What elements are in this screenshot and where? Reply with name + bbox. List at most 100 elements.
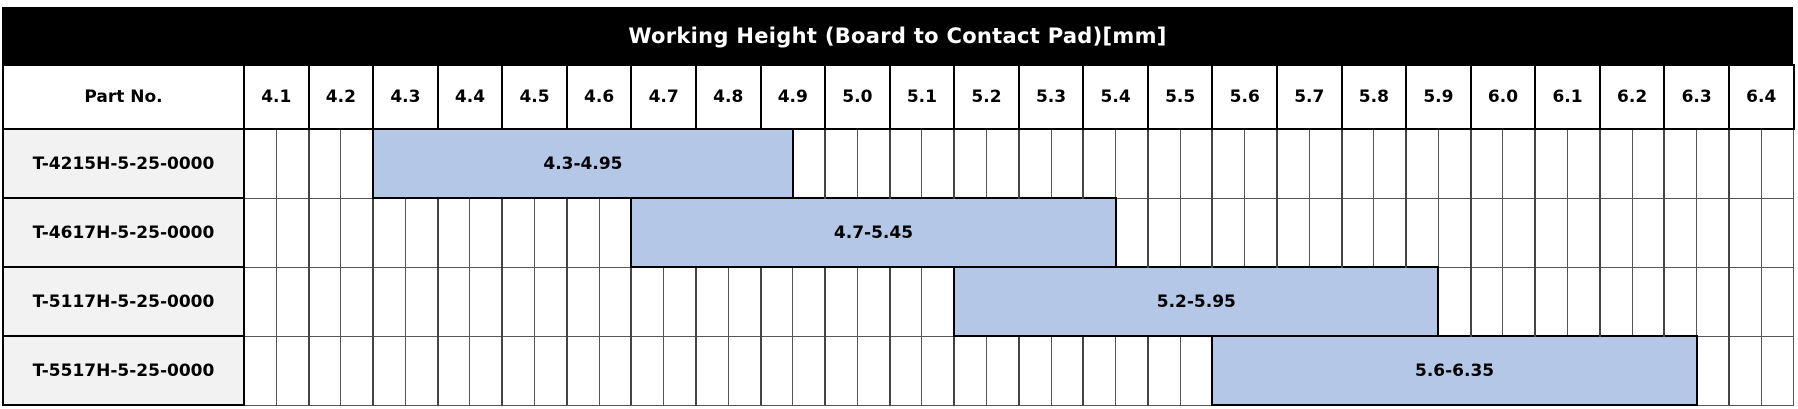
grid-cell bbox=[501, 197, 536, 268]
grid-cell bbox=[759, 266, 794, 337]
grid-cell bbox=[1502, 266, 1536, 337]
part-number: T-4215H-5-25-0000 bbox=[2, 128, 245, 199]
grid-cell bbox=[727, 266, 762, 337]
grid-cell bbox=[985, 128, 1020, 199]
grid-cell bbox=[307, 266, 342, 337]
grid-cell bbox=[921, 335, 955, 406]
grid-cell bbox=[307, 197, 342, 268]
grid-cell bbox=[1631, 128, 1665, 199]
grid-cell bbox=[340, 128, 374, 199]
grid-cell bbox=[1179, 335, 1213, 406]
grid-cell bbox=[1437, 266, 1472, 337]
grid-cell bbox=[792, 335, 826, 406]
grid-cell bbox=[1115, 197, 1149, 268]
grid-cell bbox=[1598, 197, 1633, 268]
height-column-header: 5.2 bbox=[953, 64, 1020, 130]
working-height-table: Working Height (Board to Contact Pad)[mm… bbox=[2, 7, 1795, 406]
grid-cell bbox=[1211, 128, 1246, 199]
grid-cell bbox=[1567, 197, 1601, 268]
grid-cell bbox=[1631, 266, 1665, 337]
grid-cell bbox=[921, 128, 955, 199]
grid-cell bbox=[469, 335, 503, 406]
grid-cell bbox=[1146, 335, 1181, 406]
grid-cell bbox=[953, 128, 987, 199]
grid-cell bbox=[921, 266, 955, 337]
height-column-header: 4.8 bbox=[694, 64, 762, 130]
grid-cell bbox=[1696, 128, 1730, 199]
grid-cell bbox=[340, 335, 374, 406]
grid-cell bbox=[1308, 197, 1343, 268]
table-title: Working Height (Board to Contact Pad)[mm… bbox=[2, 7, 1793, 64]
height-column-header: 4.5 bbox=[501, 64, 568, 130]
grid-cell bbox=[372, 335, 406, 406]
height-column-header: 5.4 bbox=[1082, 64, 1149, 130]
height-column-header: 5.9 bbox=[1405, 64, 1472, 130]
table-row: T-4617H-5-25-0000 4.7-5.45 bbox=[2, 197, 1795, 268]
grid-cell bbox=[1567, 266, 1601, 337]
grid-cell bbox=[372, 197, 406, 268]
grid-cell bbox=[1598, 266, 1633, 337]
grid-cell bbox=[1437, 128, 1472, 199]
grid-cell bbox=[501, 335, 536, 406]
height-column-header: 6.1 bbox=[1534, 64, 1601, 130]
grid-cell bbox=[888, 128, 923, 199]
grid-cell bbox=[1115, 335, 1149, 406]
grid-cell bbox=[1696, 266, 1730, 337]
grid-cell bbox=[1308, 128, 1343, 199]
grid-cell bbox=[1760, 335, 1795, 406]
grid-cell bbox=[340, 266, 374, 337]
grid-cell bbox=[1534, 128, 1569, 199]
height-column-header: 5.6 bbox=[1211, 64, 1278, 130]
grid-cell bbox=[307, 128, 342, 199]
grid-cell bbox=[469, 266, 503, 337]
grid-cell bbox=[565, 266, 600, 337]
grid-cell bbox=[663, 335, 697, 406]
grid-cell bbox=[1340, 128, 1375, 199]
grid-cell bbox=[275, 266, 310, 337]
part-no-header: Part No. bbox=[2, 64, 245, 130]
height-column-header: 6.3 bbox=[1663, 64, 1730, 130]
table-row: T-5517H-5-25-0000 5.6-6.35 bbox=[2, 335, 1795, 406]
grid-cell bbox=[242, 266, 277, 337]
grid-cell bbox=[1727, 266, 1762, 337]
grid-cell bbox=[1275, 128, 1310, 199]
grid-cell bbox=[307, 335, 342, 406]
height-column-header: 5.8 bbox=[1340, 64, 1408, 130]
grid-cell bbox=[792, 266, 826, 337]
grid-cell bbox=[856, 128, 891, 199]
table-row: T-5117H-5-25-0000 5.2-5.95 bbox=[2, 266, 1795, 337]
height-column-header: 6.0 bbox=[1469, 64, 1537, 130]
part-number: T-4617H-5-25-0000 bbox=[2, 197, 245, 268]
grid-cell bbox=[1727, 197, 1762, 268]
grid-cell bbox=[436, 266, 471, 337]
grid-cell bbox=[1760, 128, 1795, 199]
grid-cell bbox=[1211, 197, 1246, 268]
range-grid: Part No. 4.1 4.2 4.3 4.4 4.5 4.6 4.7 4.8 4.9 5.0 5.… bbox=[2, 64, 1795, 406]
grid-cell bbox=[1017, 128, 1052, 199]
grid-cell bbox=[824, 266, 858, 337]
grid-cell bbox=[727, 335, 762, 406]
grid-cell bbox=[663, 266, 697, 337]
grid-cell bbox=[469, 197, 503, 268]
grid-cell bbox=[1146, 128, 1181, 199]
grid-cell bbox=[630, 266, 665, 337]
grid-cell bbox=[1146, 197, 1181, 268]
height-column-header: 4.3 bbox=[372, 64, 439, 130]
height-column-header: 5.7 bbox=[1276, 64, 1343, 130]
range-bar: 4.3-4.95 bbox=[372, 128, 794, 199]
height-column-header: 4.2 bbox=[307, 64, 375, 130]
grid-cell bbox=[534, 266, 568, 337]
grid-cell bbox=[1017, 335, 1052, 406]
height-column-header: 4.7 bbox=[630, 64, 697, 130]
grid-cell bbox=[598, 335, 632, 406]
grid-cell bbox=[953, 335, 987, 406]
grid-cell bbox=[275, 128, 310, 199]
grid-cell bbox=[242, 128, 277, 199]
grid-cell bbox=[372, 266, 406, 337]
grid-cell bbox=[1534, 266, 1569, 337]
grid-cell bbox=[1373, 128, 1407, 199]
grid-cell bbox=[1050, 128, 1084, 199]
grid-cell bbox=[824, 335, 858, 406]
grid-cell bbox=[985, 335, 1020, 406]
height-column-header: 4.4 bbox=[436, 64, 504, 130]
